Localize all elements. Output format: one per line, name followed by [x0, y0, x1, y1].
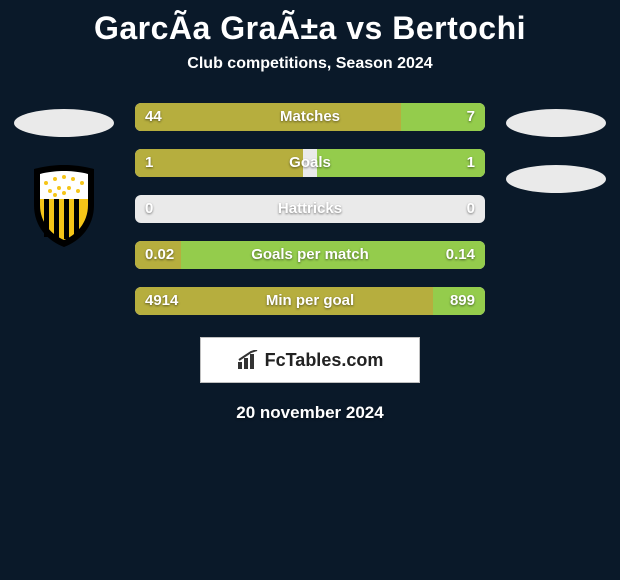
stat-value-right: 7 — [467, 103, 475, 131]
subtitle: Club competitions, Season 2024 — [0, 55, 620, 73]
stat-value-right: 899 — [450, 287, 475, 315]
brand-text: FcTables.com — [265, 350, 384, 371]
stat-label: Goals — [135, 149, 485, 177]
stat-label: Matches — [135, 103, 485, 131]
stat-value-right: 0 — [467, 195, 475, 223]
stat-value-left: 0 — [145, 195, 153, 223]
player-photo-right — [506, 109, 606, 137]
stat-label: Min per goal — [135, 287, 485, 315]
stat-value-left: 44 — [145, 103, 162, 131]
page-title: GarcÃ­a GraÃ±a vs Bertochi — [0, 10, 620, 47]
stat-row: Matches44 7 — [135, 103, 485, 131]
stat-row: Goals per match0.02 0.14 — [135, 241, 485, 269]
left-side — [9, 103, 119, 247]
club-crest-left — [28, 165, 100, 247]
stat-label: Hattricks — [135, 195, 485, 223]
brand-box[interactable]: FcTables.com — [200, 337, 420, 383]
stat-value-left: 0.02 — [145, 241, 174, 269]
stat-row: Min per goal4914 899 — [135, 287, 485, 315]
stat-value-left: 4914 — [145, 287, 178, 315]
stat-row: Goals1 1 — [135, 149, 485, 177]
player-photo-left — [14, 109, 114, 137]
stats-column: Matches44 7 Goals1 1 Hattricks0 0 Goals per ma… — [135, 103, 485, 315]
stat-row: Hattricks0 0 — [135, 195, 485, 223]
right-side — [501, 103, 611, 193]
club-crest-right — [506, 165, 606, 193]
date: 20 november 2024 — [0, 403, 620, 423]
stat-label: Goals per match — [135, 241, 485, 269]
main-row: Matches44 7 Goals1 1 Hattricks0 0 Goals per ma… — [0, 103, 620, 315]
stat-value-right: 1 — [467, 149, 475, 177]
chart-icon — [237, 350, 261, 370]
stat-value-right: 0.14 — [446, 241, 475, 269]
comparison-card: GarcÃ­a GraÃ±a vs Bertochi Club competit… — [0, 0, 620, 433]
stat-value-left: 1 — [145, 149, 153, 177]
